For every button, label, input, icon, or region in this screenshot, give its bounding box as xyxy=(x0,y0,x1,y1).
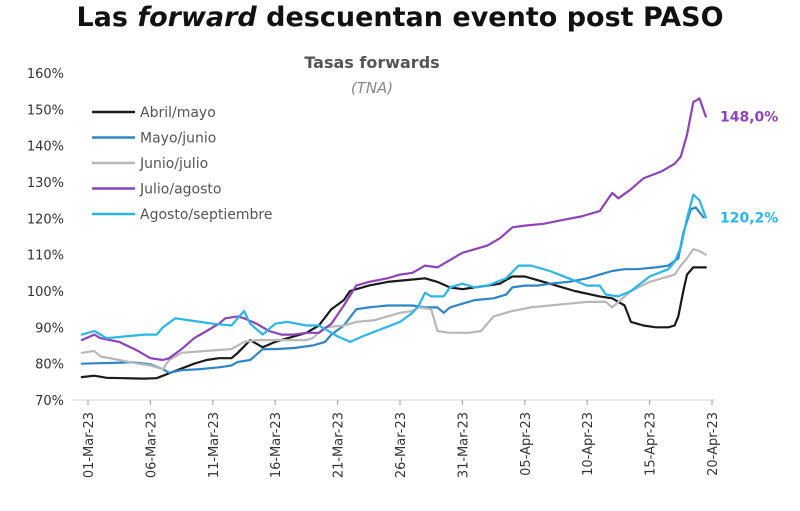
series-lines xyxy=(80,97,707,380)
x-tick-label: 05-Apr-23 xyxy=(519,412,534,476)
y-tick-label: 120% xyxy=(27,212,64,227)
x-tick-label: 11-Mar-23 xyxy=(207,412,222,478)
y-axis: 70% 80% 90% 100% 110% 120% 130% 140% 150% 160% xyxy=(27,67,64,409)
y-tick-label: 100% xyxy=(27,285,64,300)
title-suffix: descuentan evento post PASO xyxy=(266,2,724,33)
y-tick-label: 160% xyxy=(27,67,64,82)
end-value-label: 120,2% xyxy=(720,211,778,227)
y-tick-label: 130% xyxy=(27,176,64,191)
legend-label: Julio/agosto xyxy=(139,182,221,198)
y-tick-label: 140% xyxy=(27,140,64,155)
title-italic: forward xyxy=(137,2,257,33)
main-title: Las forward descuentan evento post PASO xyxy=(0,2,800,33)
legend-label: Abril/mayo xyxy=(140,105,216,121)
legend-label: Mayo/junio xyxy=(140,131,216,147)
x-tick-label: 20-Apr-23 xyxy=(706,412,721,476)
y-tick-label: 70% xyxy=(35,394,64,409)
series-line-2 xyxy=(80,248,707,371)
series-line-1 xyxy=(80,206,705,374)
x-tick-label: 06-Mar-23 xyxy=(144,412,159,478)
y-tick-label: 150% xyxy=(27,103,64,118)
x-tick-label: 21-Mar-23 xyxy=(332,412,347,478)
x-tick-label: 16-Mar-23 xyxy=(269,412,284,478)
x-axis: 01-Mar-23 06-Mar-23 11-Mar-23 16-Mar-23 21-M… xyxy=(82,400,721,478)
y-tick-label: 80% xyxy=(35,358,64,373)
x-tick-label: 01-Mar-23 xyxy=(82,412,97,478)
series-line-4 xyxy=(80,193,707,343)
end-value-label: 148,0% xyxy=(720,110,778,126)
series-line-0 xyxy=(80,266,707,380)
x-tick-label: 26-Mar-23 xyxy=(394,412,409,478)
x-tick-label: 10-Apr-23 xyxy=(581,412,596,476)
chart-unit-label: (TNA) xyxy=(351,79,393,97)
legend: Abril/mayo Mayo/junio Junio/julio Julio/ago… xyxy=(92,105,272,223)
end-labels: 148,0% 120,2% xyxy=(720,110,778,227)
y-tick-label: 110% xyxy=(27,249,64,264)
title-prefix: Las xyxy=(76,2,128,33)
legend-label: Junio/julio xyxy=(139,156,208,172)
y-tick-label: 90% xyxy=(35,321,64,336)
x-tick-label: 15-Apr-23 xyxy=(644,412,659,476)
chart-subtitle: Tasas forwards xyxy=(304,53,439,72)
x-tick-label: 31-Mar-23 xyxy=(456,412,471,478)
legend-label: Agosto/septiembre xyxy=(140,207,272,223)
series-line-3 xyxy=(80,97,707,362)
